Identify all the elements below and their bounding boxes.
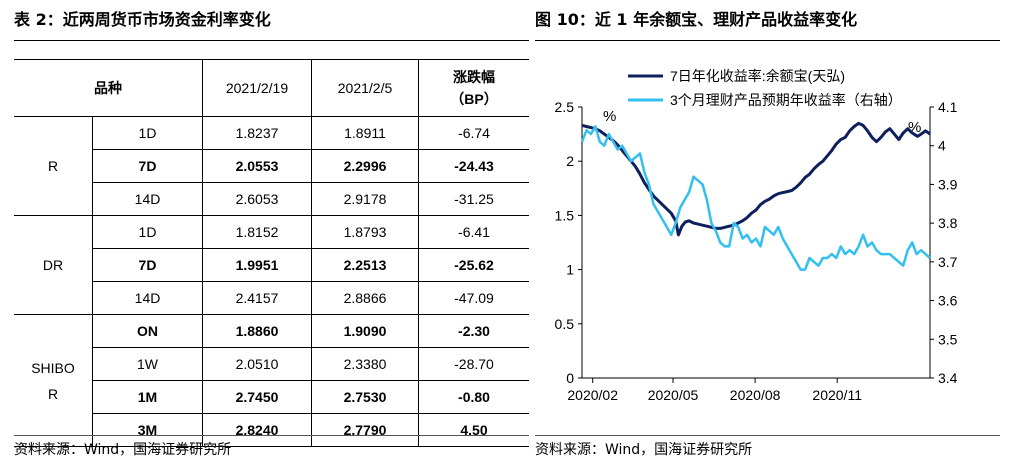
table-row: 3M 2.8240 2.7790 4.50 (14, 413, 529, 447)
chart-source: 资料来源：Wind，国海证券研究所 (535, 442, 753, 458)
header-date1: 2021/2/19 (202, 59, 312, 117)
term-cell: 7D (92, 149, 203, 183)
term-cell: 14D (92, 182, 203, 216)
term-cell: 1D (92, 215, 203, 249)
y-right-tick-label: 3.5 (938, 331, 958, 347)
x-tick-label: 2020/05 (648, 387, 699, 403)
value-date1-cell: 2.0510 (202, 347, 312, 381)
group-name-line: R (47, 158, 59, 174)
y-left-tick-label: 2 (566, 153, 574, 169)
value-date1-cell: 1.9951 (202, 248, 312, 282)
value-date2-cell: 1.8911 (311, 116, 419, 150)
value-date1-cell: 2.6053 (202, 182, 312, 216)
value-date2-cell: 2.3380 (311, 347, 419, 381)
rates-table: 品种 2021/2/19 2021/2/5 涨跌幅 （BP） R 1D 1.8237… (14, 59, 529, 447)
y-left-tick-label: 1.5 (555, 207, 575, 223)
table-row: R 1D 1.8237 1.8911 -6.74 (14, 116, 529, 216)
y-left-tick-label: 1 (566, 262, 574, 278)
header-variety: 品种 (14, 59, 203, 117)
table-row: DR 1D 1.8152 1.8793 -6.41 (14, 215, 529, 315)
change-cell: -6.74 (418, 116, 529, 150)
value-date2-cell: 2.9178 (311, 182, 419, 216)
y-right-tick-label: 3.4 (938, 370, 958, 386)
change-cell: -6.41 (418, 215, 529, 249)
value-date2-cell: 1.9090 (311, 314, 419, 348)
value-date2-cell: 2.8866 (311, 281, 419, 315)
chart-title: 图 10：近 1 年余额宝、理财产品收益率变化 (535, 10, 858, 29)
y-right-tick-label: 3.9 (938, 176, 958, 192)
change-cell: -28.70 (418, 347, 529, 381)
group-name: DR (14, 215, 93, 315)
term-cell: ON (92, 314, 203, 348)
value-date2-cell: 1.8793 (311, 215, 419, 249)
table-title-rule (14, 40, 529, 41)
group-name-line: SHIBO (31, 359, 75, 376)
term-cell: 1M (92, 380, 203, 414)
change-cell: -31.25 (418, 182, 529, 216)
change-cell: -2.30 (418, 314, 529, 348)
y-left-tick-label: 2.5 (555, 99, 575, 115)
table-row: 7D 2.0553 2.2996 -24.43 (14, 149, 529, 183)
chart-bottom-rule (535, 435, 1000, 436)
x-tick-label: 2020/11 (812, 387, 862, 403)
series-line-wealth-3month (580, 125, 931, 271)
value-date2-cell: 2.7530 (311, 380, 419, 414)
table-body: R 1D 1.8237 1.8911 -6.74 7D 2.0553 2.2996 -24.43… (14, 116, 529, 447)
value-date1-cell: 2.4157 (202, 281, 312, 315)
table-row: 1W 2.0510 2.3380 -28.70 (14, 347, 529, 381)
header-change-line1: 涨跌幅 (453, 69, 495, 85)
table-source: 资料来源：Wind，国海证券研究所 (14, 442, 232, 458)
y-right-tick-label: 4 (938, 138, 946, 154)
y-left-tick-label: 0.5 (555, 316, 575, 332)
group-name: R (14, 116, 93, 216)
value-date1-cell: 2.0553 (202, 149, 312, 183)
term-cell: 3M (92, 413, 203, 447)
value-date1-cell: 2.7450 (202, 380, 312, 414)
header-change: 涨跌幅 （BP） (418, 59, 529, 117)
x-tick-label: 2020/02 (567, 387, 618, 403)
y-right-tick-label: 3.6 (938, 293, 958, 309)
y-right-tick-label: 4.1 (938, 99, 958, 115)
change-cell: -47.09 (418, 281, 529, 315)
value-date1-cell: 1.8152 (202, 215, 312, 249)
term-cell: 1W (92, 347, 203, 381)
x-tick-label: 2020/08 (730, 387, 781, 403)
change-cell: 4.50 (418, 413, 529, 447)
group-name: SHIBO R (14, 314, 93, 447)
header-change-line2: （BP） (450, 91, 498, 107)
legend-label: 7日年化收益率:余额宝(天弘) (670, 68, 845, 84)
table-row: 14D 2.4157 2.8866 -47.09 (14, 281, 529, 315)
y-right-tick-label: 3.8 (938, 215, 958, 231)
value-date2-cell: 2.2996 (311, 149, 419, 183)
change-cell: -25.62 (418, 248, 529, 282)
y-left-tick-label: 0 (566, 370, 574, 386)
table-title: 表 2：近两周货币市场资金利率变化 (14, 10, 271, 29)
term-cell: 1D (92, 116, 203, 150)
legend-label: 3个月理财产品预期年收益率（右轴） (670, 92, 902, 108)
term-cell: 14D (92, 281, 203, 315)
change-cell: -0.80 (418, 380, 529, 414)
yield-chart: 0 0.5 1 1.5 2 2.5 3.4 3.5 3.6 3.7 3.8 3.9 4 4.1 2020/0… (555, 68, 958, 403)
term-cell: 7D (92, 248, 203, 282)
change-cell: -24.43 (418, 149, 529, 183)
header-date2: 2021/2/5 (311, 59, 419, 117)
table-bottom-rule (14, 435, 529, 436)
y-right-tick-label: 3.7 (938, 254, 958, 270)
y-left-unit-label: % (603, 108, 616, 125)
value-date2-cell: 2.7790 (311, 413, 419, 447)
value-date1-cell: 1.8860 (202, 314, 312, 348)
group-name-line: R (47, 385, 59, 402)
value-date2-cell: 2.2513 (311, 248, 419, 282)
series-line-yuebao-7day (581, 121, 931, 237)
group-name-line: DR (42, 257, 64, 273)
table-header-row: 品种 2021/2/19 2021/2/5 涨跌幅 （BP） (14, 59, 529, 117)
table-row: SHIBO R ON 1.8860 1.9090 -2.30 (14, 314, 529, 447)
value-date1-cell: 1.8237 (202, 116, 312, 150)
chart-title-rule (535, 40, 1000, 41)
